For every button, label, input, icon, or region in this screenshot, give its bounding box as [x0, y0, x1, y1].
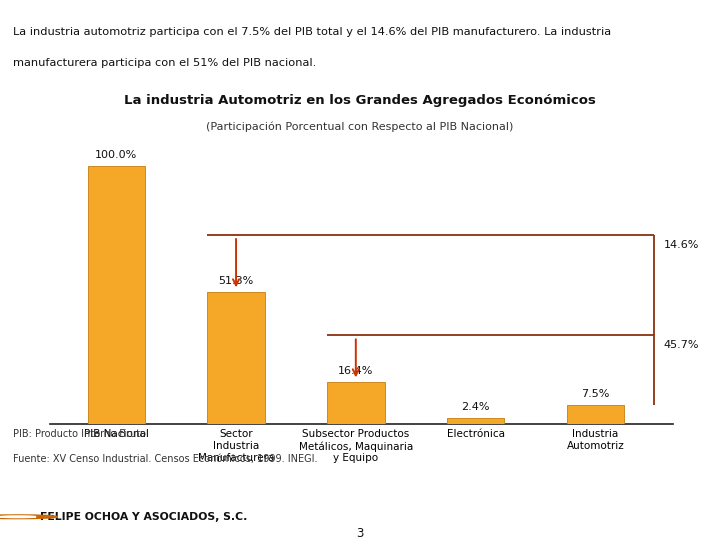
Bar [207, 292, 265, 424]
Text: 45.7%: 45.7% [664, 340, 699, 350]
Text: Fuente: XV Censo Industrial. Censos Económicos, 1999. INEGI.: Fuente: XV Censo Industrial. Censos Econ… [13, 454, 318, 464]
Text: PIB: Producto Interno Bruto: PIB: Producto Interno Bruto [13, 429, 146, 440]
Text: 51.3%: 51.3% [218, 276, 253, 286]
Circle shape [0, 515, 58, 518]
Text: 7.5%: 7.5% [581, 389, 610, 399]
Text: FELIPE OCHOA Y ASOCIADOS, S.C.: FELIPE OCHOA Y ASOCIADOS, S.C. [40, 512, 247, 522]
Text: 2.4%: 2.4% [462, 402, 490, 412]
Circle shape [0, 516, 36, 518]
Text: 3: 3 [356, 526, 364, 540]
Text: manufacturera participa con el 51% del PIB nacional.: manufacturera participa con el 51% del P… [13, 58, 316, 68]
Bar [327, 382, 384, 424]
Text: 100.0%: 100.0% [95, 150, 138, 160]
Text: (Participación Porcentual con Respecto al PIB Nacional): (Participación Porcentual con Respecto a… [207, 122, 513, 132]
Bar [447, 418, 504, 424]
Text: La industria automotriz participa con el 7.5% del PIB total y el 14.6% del PIB m: La industria automotriz participa con el… [13, 27, 611, 37]
Text: La industria Automotriz en los Grandes Agregados Económicos: La industria Automotriz en los Grandes A… [124, 94, 596, 107]
Bar [88, 166, 145, 424]
Bar [567, 404, 624, 424]
Text: 16.4%: 16.4% [338, 366, 374, 376]
Text: 14.6%: 14.6% [664, 240, 699, 250]
